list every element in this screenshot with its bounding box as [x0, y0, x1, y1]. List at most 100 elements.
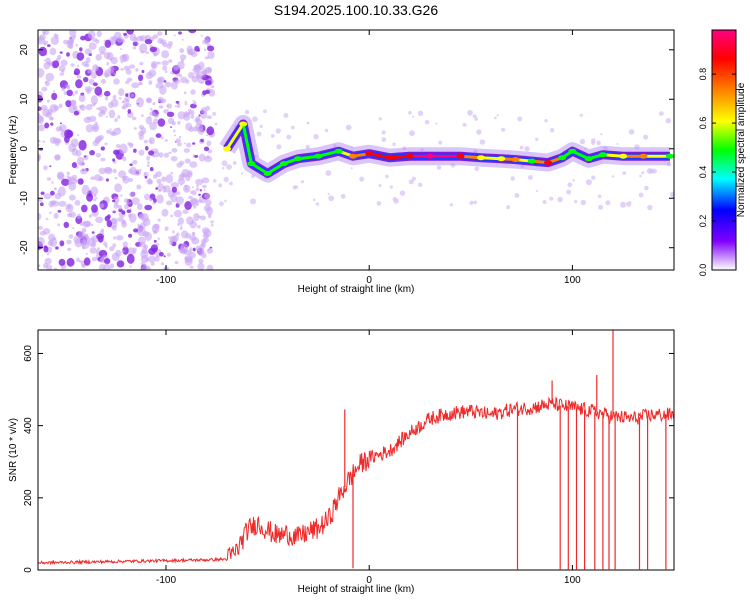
noise-speckle: [206, 264, 214, 270]
noise-speckle: [156, 61, 161, 65]
noise-speckle: [90, 224, 94, 227]
noise-speckle: [93, 198, 97, 202]
noise-speckle: [135, 68, 139, 72]
noise-speckle: [145, 51, 149, 55]
noise-speckle: [211, 223, 214, 227]
noise-speckle: [467, 109, 473, 116]
noise-speckle: [175, 100, 180, 104]
noise-speckle: [313, 134, 319, 140]
noise-speckle: [250, 198, 256, 205]
noise-speckle: [52, 90, 56, 93]
noise-speckle: [152, 102, 156, 106]
noise-speckle: [70, 99, 76, 107]
noise-speckle: [173, 129, 176, 133]
noise-speckle: [47, 44, 51, 47]
noise-speckle: [57, 223, 60, 227]
noise-speckle: [104, 215, 111, 222]
noise-speckle: [69, 194, 76, 201]
noise-speckle: [579, 113, 583, 117]
noise-speckle: [148, 179, 153, 185]
noise-speckle: [178, 135, 182, 139]
noise-speckle: [50, 122, 54, 126]
noise-speckle: [106, 220, 113, 228]
ridge-point: [365, 151, 374, 157]
noise-speckle: [647, 204, 653, 211]
noise-speckle: [95, 216, 104, 224]
noise-speckle: [90, 104, 93, 107]
noise-speckle: [152, 154, 155, 158]
noise-speckle: [49, 238, 58, 247]
spectrogram-x-axis-label: Height of straight line (km): [298, 284, 415, 295]
noise-speckle: [53, 105, 60, 111]
noise-speckle: [146, 164, 150, 167]
noise-speckle: [170, 156, 178, 162]
noise-speckle: [96, 107, 101, 110]
noise-speckle: [283, 113, 289, 118]
noise-speckle: [212, 111, 217, 116]
noise-speckle: [203, 146, 210, 152]
noise-speckle: [644, 185, 649, 191]
noise-speckle: [179, 48, 185, 54]
noise-speckle: [186, 142, 192, 148]
noise-speckle: [611, 175, 615, 178]
noise-speckle: [133, 127, 137, 130]
noise-speckle: [596, 140, 601, 146]
noise-speckle: [150, 262, 155, 266]
noise-speckle: [127, 247, 135, 256]
noise-speckle: [177, 111, 186, 120]
noise-speckle: [192, 142, 196, 145]
noise-speckle: [392, 142, 396, 146]
noise-speckle: [50, 117, 54, 120]
noise-speckle: [40, 191, 45, 195]
noise-speckle: [109, 263, 115, 269]
noise-speckle: [112, 199, 116, 203]
noise-speckle: [174, 105, 177, 108]
noise-speckle: [163, 255, 166, 258]
noise-speckle: [112, 168, 117, 174]
noise-speckle: [133, 250, 136, 254]
noise-speckle: [126, 253, 135, 264]
noise-speckle: [132, 41, 139, 47]
noise-speckle: [378, 117, 382, 121]
ridge-point: [639, 153, 648, 159]
noise-speckle: [188, 172, 193, 176]
noise-speckle: [43, 62, 51, 70]
noise-speckle: [116, 36, 124, 43]
noise-speckle: [126, 209, 132, 213]
noise-speckle: [519, 145, 524, 150]
noise-speckle: [524, 146, 530, 152]
noise-speckle: [412, 115, 415, 118]
noise-speckle: [300, 180, 305, 184]
noise-speckle: [153, 198, 157, 204]
noise-speckle: [81, 61, 89, 67]
snr-y-tick-label: 200: [23, 489, 34, 506]
noise-speckle: [187, 108, 192, 114]
noise-speckle: [191, 189, 197, 196]
noise-speckle: [109, 130, 115, 136]
noise-speckle: [86, 116, 91, 121]
noise-speckle: [223, 176, 229, 183]
noise-speckle: [204, 56, 210, 60]
noise-speckle: [544, 119, 548, 123]
noise-speckle: [38, 155, 41, 161]
noise-speckle: [120, 48, 123, 51]
noise-speckle: [449, 203, 453, 207]
noise-speckle: [205, 199, 212, 206]
noise-speckle: [68, 180, 73, 185]
spectrogram-y-tick-label: 10: [19, 93, 30, 105]
noise-speckle: [600, 133, 603, 136]
noise-speckle: [190, 89, 196, 95]
snr-series-line: [38, 396, 674, 566]
noise-speckle: [166, 43, 172, 49]
noise-speckle: [168, 151, 172, 154]
noise-speckle: [43, 245, 48, 249]
noise-speckle: [59, 240, 65, 247]
noise-speckle: [149, 108, 153, 111]
noise-speckle: [68, 105, 77, 114]
noise-speckle: [313, 198, 316, 201]
noise-speckle: [665, 118, 672, 124]
noise-speckle: [622, 171, 626, 176]
noise-speckle: [474, 166, 480, 172]
noise-speckle: [49, 47, 57, 56]
